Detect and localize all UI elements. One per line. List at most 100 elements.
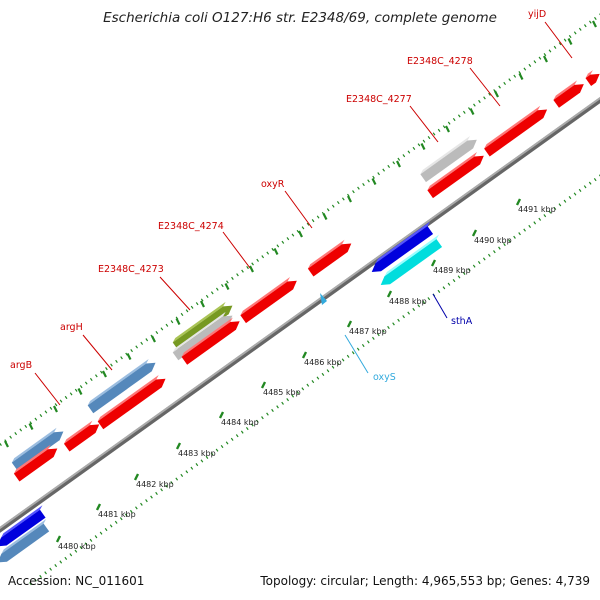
gene-label-e2348c-4278[interactable]: E2348C_4278	[407, 56, 473, 67]
leader-line	[284, 190, 313, 229]
scale-tick	[346, 320, 353, 328]
cds-reverse-blue-1[interactable]	[0, 505, 46, 547]
label-leaders	[34, 21, 573, 406]
gene-argB[interactable]	[11, 427, 64, 471]
scale-tick	[218, 411, 225, 419]
upper-major-tick	[322, 213, 328, 220]
gene-reverse-1[interactable]	[0, 519, 50, 563]
upper-major-tick	[224, 283, 230, 290]
upper-major-tick	[396, 160, 401, 168]
kbp-scale: 4480 kbp 4481 kbp 4482 kbp 4483 kbp 4484 kbp…	[55, 198, 556, 551]
scale-tick	[386, 290, 393, 298]
leader-line	[544, 21, 573, 59]
scale-label: 4483 kbp	[178, 449, 216, 458]
upper-dotted-track	[0, 13, 600, 447]
upper-major-tick	[126, 353, 132, 360]
feature-track	[0, 70, 600, 563]
gene-E2348C-4273-grey[interactable]	[172, 311, 233, 361]
upper-major-tick	[200, 300, 205, 308]
upper-major-tick	[4, 440, 9, 448]
upper-major-tick	[543, 55, 548, 63]
gene-label-argh[interactable]: argH	[60, 322, 83, 333]
map-title: Escherichia coli O127:H6 str. E2348/69, …	[103, 10, 497, 26]
leader-line	[222, 231, 251, 269]
oxys-marker[interactable]	[320, 293, 327, 305]
scale-label: 4491 kbp	[518, 205, 556, 214]
scale-tick	[471, 229, 478, 237]
leader-line	[82, 334, 113, 371]
gene-label-e2348c-4273[interactable]: E2348C_4273	[98, 264, 164, 275]
scale-label: 4488 kbp	[389, 297, 427, 306]
cds-argB[interactable]	[13, 444, 58, 482]
cds-E2348C-4273[interactable]	[181, 317, 240, 365]
upper-major-tick	[469, 108, 475, 115]
cds-E2348C-4274[interactable]	[240, 277, 297, 324]
gene-labels: argB argH E2348C_4273 E2348C_4274 oxyR E2348C…	[10, 9, 546, 383]
scale-tick	[55, 535, 62, 543]
scale-label: 4486 kbp	[304, 358, 342, 367]
gene-label-e2348c-4277[interactable]: E2348C_4277	[346, 94, 412, 105]
scale-tick	[515, 198, 522, 206]
lower-dotted-track	[29, 174, 600, 586]
cds-sthA-blue[interactable]	[371, 221, 434, 272]
upper-major-tick	[298, 230, 303, 238]
genome-summary-text: Topology: circular; Length: 4,965,553 bp…	[260, 574, 590, 588]
upper-major-tick	[518, 73, 524, 80]
cds-argB-2[interactable]	[63, 420, 100, 452]
upper-major-tick	[567, 38, 573, 45]
upper-major-tick	[28, 423, 34, 430]
scale-tick	[175, 442, 182, 450]
leader-line	[159, 276, 191, 311]
gene-argH[interactable]	[87, 358, 156, 414]
upper-major-tick	[420, 143, 426, 150]
cds-yijD[interactable]	[553, 80, 584, 108]
upper-major-tick	[371, 178, 377, 185]
upper-major-tick	[494, 90, 499, 98]
gene-label-yijd[interactable]: yijD	[528, 9, 546, 20]
upper-major-tick	[102, 370, 107, 378]
cds-argH[interactable]	[97, 374, 166, 430]
leader-line	[432, 293, 448, 319]
scale-label: 4480 kbp	[58, 542, 96, 551]
gene-label-argb[interactable]: argB	[10, 360, 32, 371]
scale-tick	[301, 351, 308, 359]
scale-label: 4487 kbp	[349, 327, 387, 336]
dotted-tracks	[0, 13, 600, 586]
scale-tick	[260, 381, 267, 389]
scale-label: 4490 kbp	[474, 236, 512, 245]
scale-label: 4482 kbp	[136, 480, 174, 489]
scale-tick	[95, 503, 102, 511]
scale-tick	[430, 259, 437, 267]
leader-line	[469, 67, 501, 107]
gene-label-e2348c-4274[interactable]: E2348C_4274	[158, 221, 224, 232]
upper-major-tick	[445, 125, 450, 133]
scale-label: 4485 kbp	[263, 388, 301, 397]
upper-major-tick	[151, 335, 156, 343]
upper-major-tick	[53, 405, 58, 413]
scale-label: 4489 kbp	[433, 266, 471, 275]
scale-label: 4481 kbp	[98, 510, 136, 519]
scale-label: 4484 kbp	[221, 418, 259, 427]
cds-E2348C-4277[interactable]	[427, 152, 484, 199]
genome-backbone	[0, 96, 600, 533]
accession-text: Accession: NC_011601	[8, 574, 145, 588]
leader-line	[409, 105, 439, 143]
cds-yijD-2[interactable]	[585, 70, 600, 86]
leader-line	[34, 372, 61, 406]
upper-major-tick	[273, 248, 279, 255]
cds-E2348C-4278[interactable]	[484, 105, 548, 157]
upper-major-tick	[347, 195, 352, 203]
gene-label-stha[interactable]: sthA	[451, 316, 473, 327]
gene-sthA-cyan[interactable]	[380, 234, 443, 285]
upper-major-tick	[249, 265, 254, 273]
upper-major-tick	[175, 318, 181, 325]
upper-major-tick	[77, 388, 83, 395]
cds-oxyR[interactable]	[307, 239, 352, 277]
upper-major-tick	[592, 20, 597, 28]
leader-line	[344, 334, 369, 374]
gene-label-oxys[interactable]: oxyS	[373, 372, 396, 383]
gene-E2348C-4277-grey[interactable]	[420, 136, 477, 183]
gene-label-oxyr[interactable]: oxyR	[261, 179, 285, 190]
